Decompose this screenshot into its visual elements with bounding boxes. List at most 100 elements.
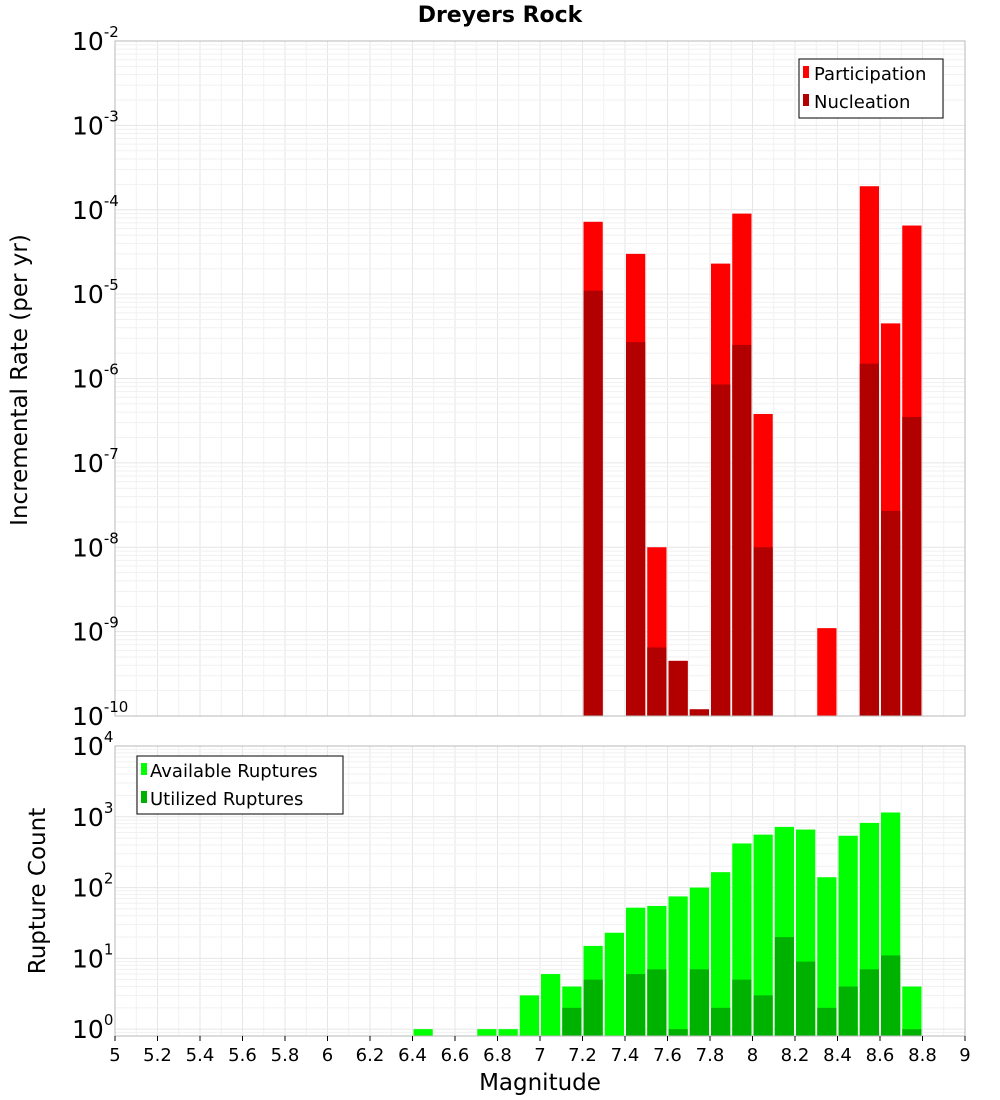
nucleation-bar bbox=[732, 344, 752, 716]
x-tick-label: 5 bbox=[109, 1045, 120, 1066]
utilized-ruptures-bar bbox=[626, 974, 646, 1036]
rate-panel-frame bbox=[114, 40, 966, 717]
x-tick-label: 8.6 bbox=[866, 1045, 895, 1066]
nucleation-bar bbox=[583, 290, 603, 716]
count-panel: 100 101 102 103 104 5 5.2 5.4 5.6 5.8 6 6.2 6.4 6.6 6… bbox=[25, 728, 971, 1096]
utilized-ruptures-bar bbox=[881, 955, 901, 1036]
available-ruptures-bar bbox=[604, 932, 624, 1036]
count-y-tick-label: 104 bbox=[72, 728, 113, 761]
x-axis-label: Magnitude bbox=[479, 1070, 601, 1096]
rate-y-tick-label: 10-6 bbox=[72, 361, 119, 394]
available-legend-swatch bbox=[141, 763, 147, 775]
rate-y-tick-label: 10-3 bbox=[72, 107, 119, 140]
x-tick-label: 6.6 bbox=[441, 1045, 470, 1066]
utilized-legend-swatch bbox=[141, 791, 147, 803]
utilized-ruptures-bar bbox=[583, 979, 603, 1036]
count-y-tick-label: 101 bbox=[72, 940, 113, 973]
nucleation-bar bbox=[859, 363, 879, 716]
x-tick-label: 7.4 bbox=[611, 1045, 640, 1066]
utilized-ruptures-bar bbox=[774, 937, 794, 1036]
available-ruptures-bar bbox=[541, 974, 561, 1036]
x-tick-label: 5.6 bbox=[228, 1045, 257, 1066]
count-legend-box bbox=[136, 755, 344, 815]
rate-y-tick-label: 10-4 bbox=[72, 192, 119, 225]
rate-panel-bars bbox=[583, 186, 922, 717]
count-y-tick-label: 102 bbox=[72, 870, 113, 903]
rate-y-tick-label: 10-10 bbox=[72, 698, 128, 731]
utilized-ruptures-bar bbox=[859, 969, 879, 1036]
rate-panel-y-ticks: 10-10 10-9 10-8 10-7 10-6 10-5 10-4 10-3 10-2 bbox=[72, 23, 128, 731]
utilized-ruptures-bar bbox=[902, 1029, 922, 1036]
x-tick-label: 8 bbox=[747, 1045, 758, 1066]
x-tick-label: 5.4 bbox=[186, 1045, 215, 1066]
utilized-ruptures-bar bbox=[668, 1029, 688, 1036]
utilized-ruptures-bar bbox=[711, 1007, 731, 1036]
rate-y-tick-label: 10-2 bbox=[72, 23, 119, 56]
available-ruptures-bar bbox=[838, 835, 858, 1036]
x-tick-label: 7.6 bbox=[653, 1045, 682, 1066]
count-panel-bars bbox=[413, 812, 922, 1036]
available-legend-label: Available Ruptures bbox=[150, 761, 318, 782]
rate-panel: 10-10 10-9 10-8 10-7 10-6 10-5 10-4 10-3 10-2 In… bbox=[7, 23, 966, 731]
nucleation-bar bbox=[689, 709, 709, 716]
x-tick-label: 6.8 bbox=[483, 1045, 512, 1066]
x-tick-label: 9 bbox=[959, 1045, 970, 1066]
rate-y-tick-label: 10-7 bbox=[72, 445, 119, 478]
rate-y-tick-label: 10-9 bbox=[72, 614, 119, 647]
count-y-axis-label: Rupture Count bbox=[25, 808, 51, 974]
nucleation-bar bbox=[668, 660, 688, 716]
nucleation-bar bbox=[626, 342, 646, 716]
rate-panel-grid bbox=[114, 40, 966, 717]
rate-legend: Participation Nucleation bbox=[798, 58, 944, 119]
x-tick-label: 7.2 bbox=[568, 1045, 597, 1066]
nucleation-bar bbox=[753, 547, 773, 716]
participation-legend-swatch bbox=[803, 66, 809, 78]
rate-y-axis-label: Incremental Rate (per yr) bbox=[7, 234, 33, 526]
x-tick-label: 7 bbox=[534, 1045, 545, 1066]
utilized-ruptures-bar bbox=[817, 1007, 837, 1036]
x-tick-label: 5.2 bbox=[143, 1045, 172, 1066]
x-tick-label: 6.2 bbox=[356, 1045, 385, 1066]
available-ruptures-bar bbox=[817, 877, 837, 1036]
x-tick-label: 6 bbox=[322, 1045, 333, 1066]
participation-bar bbox=[817, 628, 837, 716]
count-panel-y-ticks: 100 101 102 103 104 bbox=[72, 728, 113, 1044]
chart-title: Dreyers Rock bbox=[418, 3, 584, 28]
available-ruptures-bar bbox=[413, 1029, 433, 1036]
count-y-tick-label: 100 bbox=[72, 1011, 113, 1044]
count-legend: Available Ruptures Utilized Ruptures bbox=[136, 755, 344, 815]
available-ruptures-bar bbox=[902, 986, 922, 1036]
x-tick-label: 8.8 bbox=[908, 1045, 937, 1066]
nucleation-legend-label: Nucleation bbox=[814, 92, 910, 113]
available-ruptures-bar bbox=[668, 896, 688, 1036]
rate-y-tick-label: 10-5 bbox=[72, 276, 119, 309]
nucleation-bar bbox=[711, 384, 731, 716]
available-ruptures-bar bbox=[519, 995, 539, 1036]
utilized-ruptures-bar bbox=[732, 979, 752, 1036]
x-tick-label: 7.8 bbox=[696, 1045, 725, 1066]
utilized-legend-label: Utilized Ruptures bbox=[150, 789, 303, 810]
x-tick-label: 8.4 bbox=[823, 1045, 852, 1066]
utilized-ruptures-bar bbox=[838, 986, 858, 1036]
utilized-ruptures-bar bbox=[647, 969, 667, 1036]
participation-legend-label: Participation bbox=[814, 64, 926, 85]
nucleation-bar bbox=[881, 510, 901, 716]
available-ruptures-bar bbox=[753, 834, 773, 1036]
count-y-tick-label: 103 bbox=[72, 799, 113, 832]
rate-legend-box bbox=[798, 58, 944, 119]
rate-y-tick-label: 10-8 bbox=[72, 529, 119, 562]
utilized-ruptures-bar bbox=[562, 1007, 582, 1036]
utilized-ruptures-bar bbox=[796, 961, 816, 1036]
nucleation-bar bbox=[902, 416, 922, 716]
count-panel-x-ticks: 5 5.2 5.4 5.6 5.8 6 6.2 6.4 6.6 6.8 7 7.2 7.4 7.6 7.8 8… bbox=[109, 1036, 971, 1066]
x-tick-label: 5.8 bbox=[271, 1045, 300, 1066]
x-tick-label: 8.2 bbox=[781, 1045, 810, 1066]
available-ruptures-bar bbox=[711, 872, 731, 1036]
utilized-ruptures-bar bbox=[689, 969, 709, 1036]
x-tick-label: 6.4 bbox=[398, 1045, 427, 1066]
nucleation-bar bbox=[647, 647, 667, 716]
available-ruptures-bar bbox=[477, 1029, 497, 1036]
nucleation-legend-swatch bbox=[803, 94, 809, 106]
utilized-ruptures-bar bbox=[753, 995, 773, 1036]
